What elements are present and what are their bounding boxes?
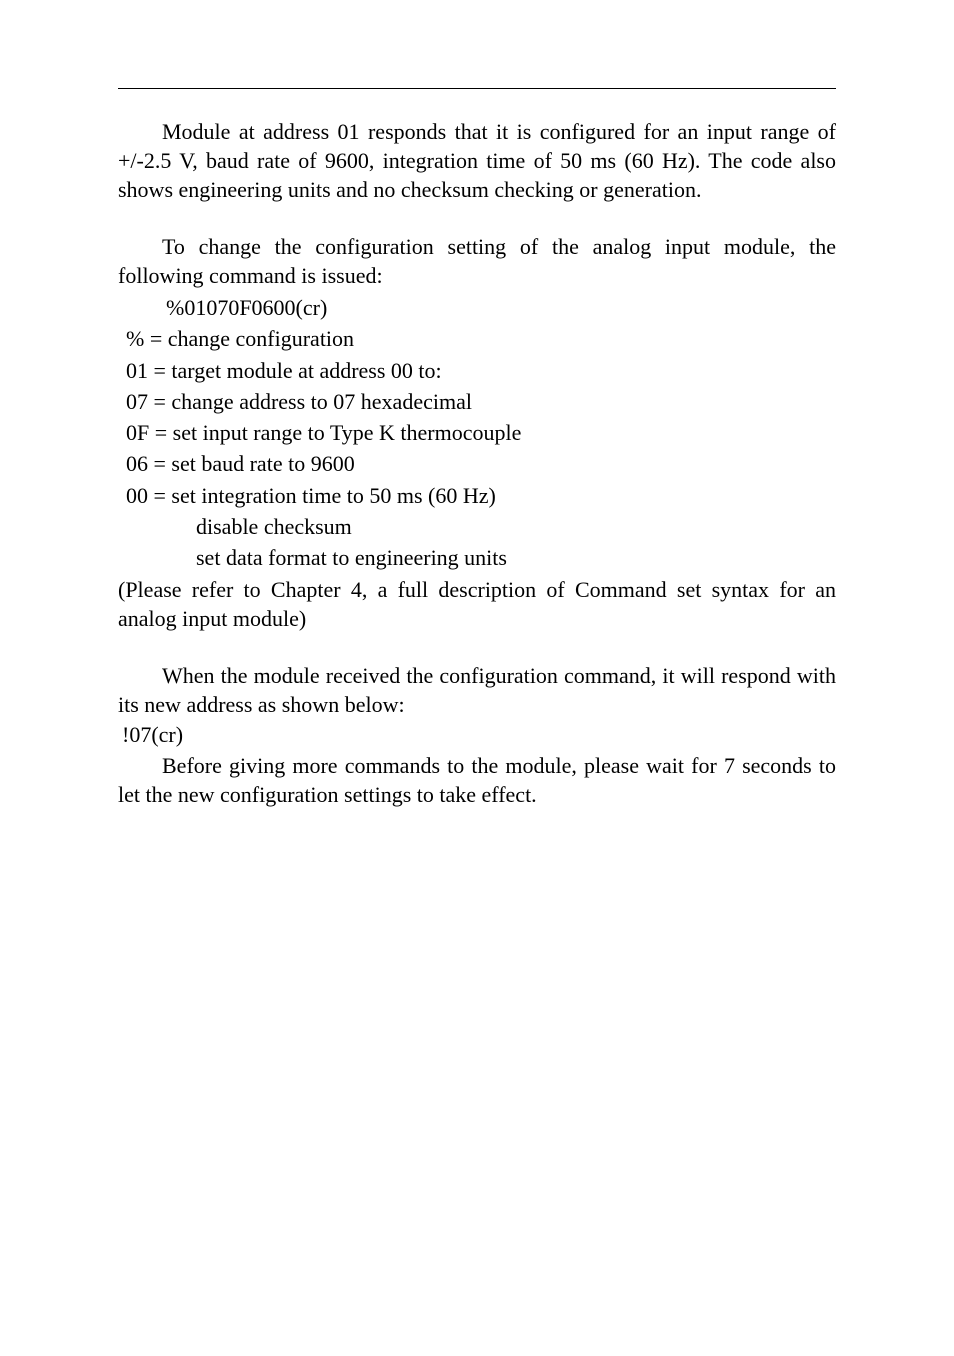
def-06: 06 = set baud rate to 9600 [118,448,836,479]
def-07: 07 = change address to 07 hexadecimal [118,386,836,417]
paragraph-3: (Please refer to Chapter 4, a full descr… [118,575,836,633]
def-01: 01 = target module at address 00 to: [118,355,836,386]
def-0f: 0F = set input range to Type K thermocou… [118,417,836,448]
paragraph-1: Module at address 01 responds that it is… [118,117,836,204]
paragraph-2: To change the configuration setting of t… [118,232,836,290]
paragraph-5: Before giving more commands to the modul… [118,751,836,809]
paragraph-4: When the module received the configurati… [118,661,836,719]
def-00: 00 = set integration time to 50 ms (60 H… [118,480,836,511]
top-rule [118,88,836,89]
command-line: %01070F0600(cr) [118,292,836,323]
def-00-sub1: disable checksum [118,511,836,542]
def-00-sub2: set data format to engineering units [118,542,836,573]
page-container: Module at address 01 responds that it is… [0,0,954,917]
def-percent: % = change configuration [118,323,836,354]
response-line: !07(cr) [118,719,836,750]
